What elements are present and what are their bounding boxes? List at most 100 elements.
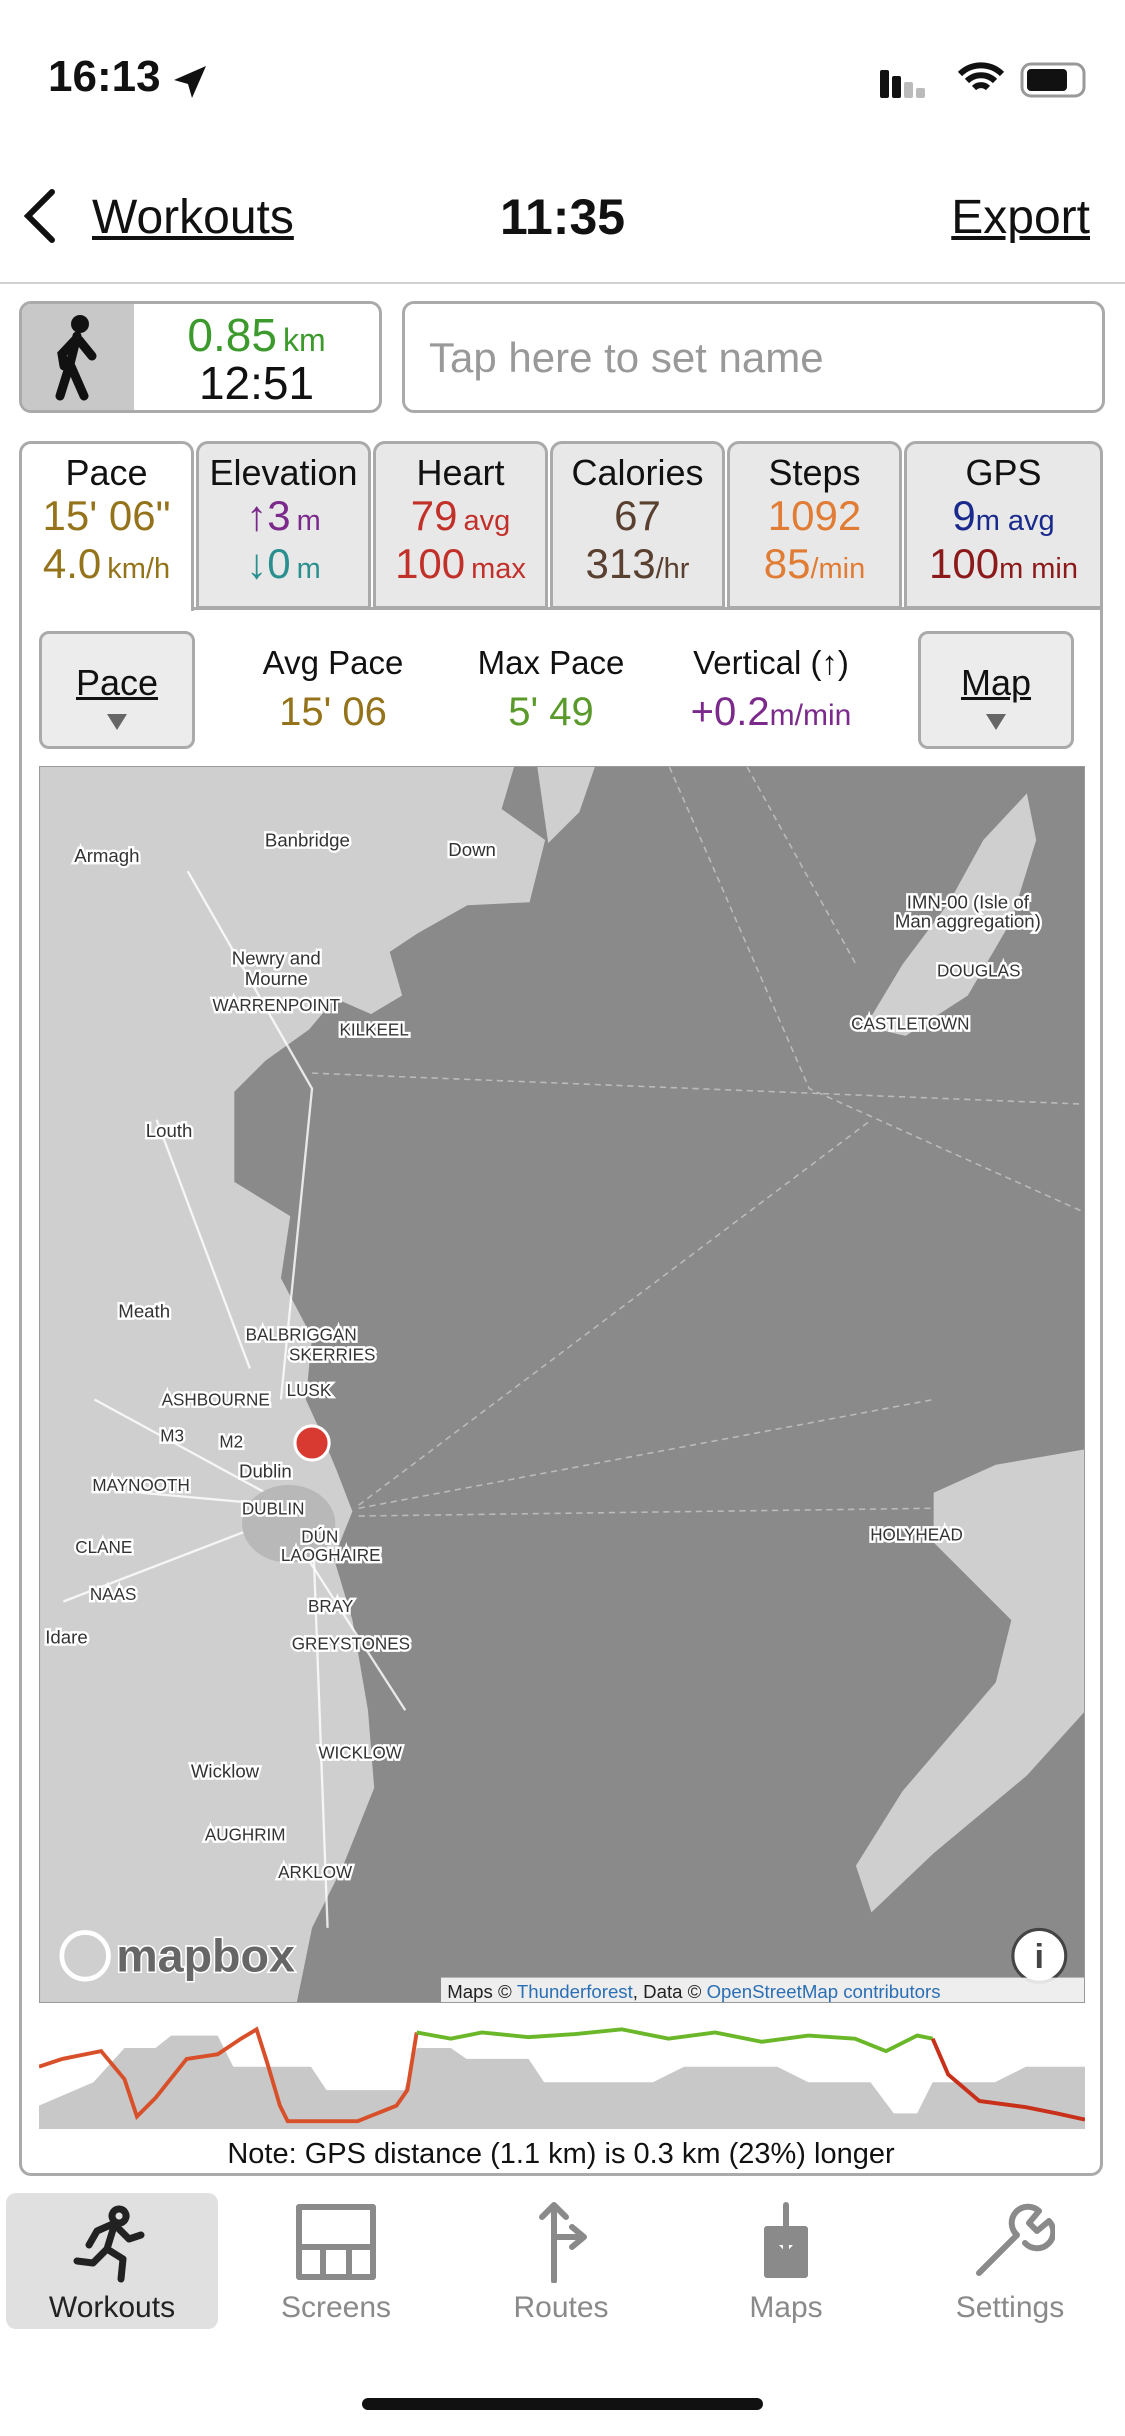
tab-value-line: ↑3 m [199, 492, 368, 542]
stat-unit: m/min [769, 699, 852, 732]
tab[interactable]: GPS 9m avg 100m min [904, 441, 1103, 609]
stat-label: Avg Pace [262, 644, 404, 681]
signal-bar [904, 82, 913, 98]
stat-number: 5' 49 [508, 690, 594, 734]
wifi-icon [957, 62, 1005, 91]
name-field[interactable]: Tap here to set name [402, 301, 1105, 413]
tab[interactable]: Calories 67 313/hr [550, 441, 725, 609]
logo-mark [59, 1930, 111, 1982]
map-label: LUSK [287, 1381, 332, 1400]
tab-bar-item[interactable]: Routes [451, 2193, 671, 2331]
status-icons [880, 62, 1086, 98]
tab-bar-item[interactable]: Workouts [2, 2193, 222, 2331]
map-label: HOLYHEAD [870, 1526, 963, 1545]
duration: 12:51 [198, 357, 315, 409]
tab-bar-item[interactable]: Maps [676, 2193, 896, 2331]
map[interactable]: Armagh Banbridge Down IMN-00 (Isle of Man ag… [39, 766, 1085, 2003]
back-button[interactable]: Workouts [20, 180, 320, 250]
attribution-text: , Data © [633, 1981, 707, 2002]
map-label: Louth [146, 1120, 193, 1141]
tab-value-line: 100m min [907, 540, 1100, 590]
map-label: AUGHRIM [205, 1826, 286, 1845]
export-button[interactable]: Export [910, 180, 1090, 250]
map-label: DOUGLAS [937, 962, 1021, 981]
tab-unit: m min [999, 553, 1079, 585]
tab-bar-item[interactable]: Settings [900, 2193, 1120, 2331]
tab-value: 85 [763, 540, 811, 587]
tab-value: 4.0 [42, 540, 102, 587]
tab[interactable]: Pace 15' 06" 4.0 km/h [19, 441, 194, 611]
map-label: Armagh [74, 845, 139, 866]
attribution: Maps © Thunderforest, Data © OpenStreetM… [447, 1981, 940, 2002]
tab-bar-label: Settings [955, 2291, 1065, 2324]
tab-icon [539, 2202, 587, 2283]
tab-bar-label: Maps [749, 2291, 823, 2324]
attribution-link[interactable]: Thunderforest [517, 1981, 634, 2002]
tab-value-line: ↓0 m [199, 540, 368, 590]
map-label: Meath [118, 1300, 170, 1321]
stat-value: +0.2m/min [641, 690, 901, 740]
tab-unit: /hr [655, 553, 690, 585]
pace-line-a [39, 2026, 419, 2124]
activity-summary[interactable]: 0.85 km 12:51 [19, 301, 382, 413]
attribution-text: Maps © [447, 1981, 517, 2002]
icon-shape [296, 2204, 376, 2280]
attribution-bg [441, 1977, 1084, 2002]
battery [1020, 62, 1086, 98]
map-label: Dublin [239, 1460, 292, 1481]
tab-icon [73, 2205, 145, 2283]
ferry-route [358, 1119, 872, 1506]
stat-number: +0.2 [690, 690, 770, 734]
dublin-urban [242, 1484, 336, 1563]
stat-label: Max Pace [477, 644, 625, 681]
info-icon: i [1035, 1938, 1045, 1976]
button-label: Map [960, 662, 1032, 703]
tab-bar-item[interactable]: Screens [226, 2193, 446, 2331]
signal-bar [880, 70, 889, 98]
battery-level [1027, 69, 1067, 91]
map-label: Down [448, 839, 496, 860]
tab-unit: m [296, 553, 321, 585]
map-label: DÚN [301, 1527, 338, 1546]
ferry-route [311, 1072, 1084, 1105]
tab-label: Calories [571, 452, 704, 493]
tab[interactable]: Heart 79 avg 100 max [373, 441, 548, 609]
tab-value-line: 79 avg [376, 492, 545, 542]
icon-shape [764, 2202, 808, 2278]
elevation-area [39, 2035, 1085, 2129]
tab-label: Steps [768, 452, 861, 493]
map-label: WICKLOW [318, 1743, 402, 1762]
attribution-link[interactable]: OpenStreetMap contributors [707, 1981, 941, 2002]
tab[interactable]: Elevation ↑3 m ↓0 m [196, 441, 371, 609]
icon-shape [976, 2203, 1055, 2276]
map-label: ARKLOW [278, 1863, 353, 1882]
panel [19, 607, 1103, 2176]
body [55, 331, 97, 401]
tab-bar-label: Screens [280, 2291, 392, 2324]
arrow [107, 714, 127, 730]
stat-number: 15' 06 [279, 690, 387, 734]
map-label: Idare [45, 1627, 87, 1648]
distance-unit: km [282, 322, 326, 358]
ireland [40, 767, 546, 2002]
map-button[interactable]: Map [918, 631, 1074, 749]
map-label: M3 [160, 1426, 184, 1445]
tab-unit: km/h [107, 553, 171, 585]
tab-value-line: 1092 [730, 492, 899, 542]
ards [537, 767, 595, 844]
nav-divider [0, 282, 1125, 284]
map-label: CLANE [75, 1538, 132, 1557]
tab-value: 100 [928, 540, 1000, 587]
map-label: KILKEEL [340, 1021, 409, 1040]
walk-icon [55, 315, 97, 401]
map-label: NAAS [90, 1585, 137, 1604]
tab[interactable]: Steps 1092 85/min [727, 441, 902, 609]
map-label: DUBLIN [242, 1499, 305, 1518]
map-label: Man aggregation) [895, 910, 1041, 931]
mode-button[interactable]: Pace [39, 631, 195, 749]
tab-value: 100 [395, 540, 466, 587]
tab-icon [764, 2202, 808, 2278]
road [62, 1522, 266, 1603]
signal-bar [916, 88, 925, 98]
